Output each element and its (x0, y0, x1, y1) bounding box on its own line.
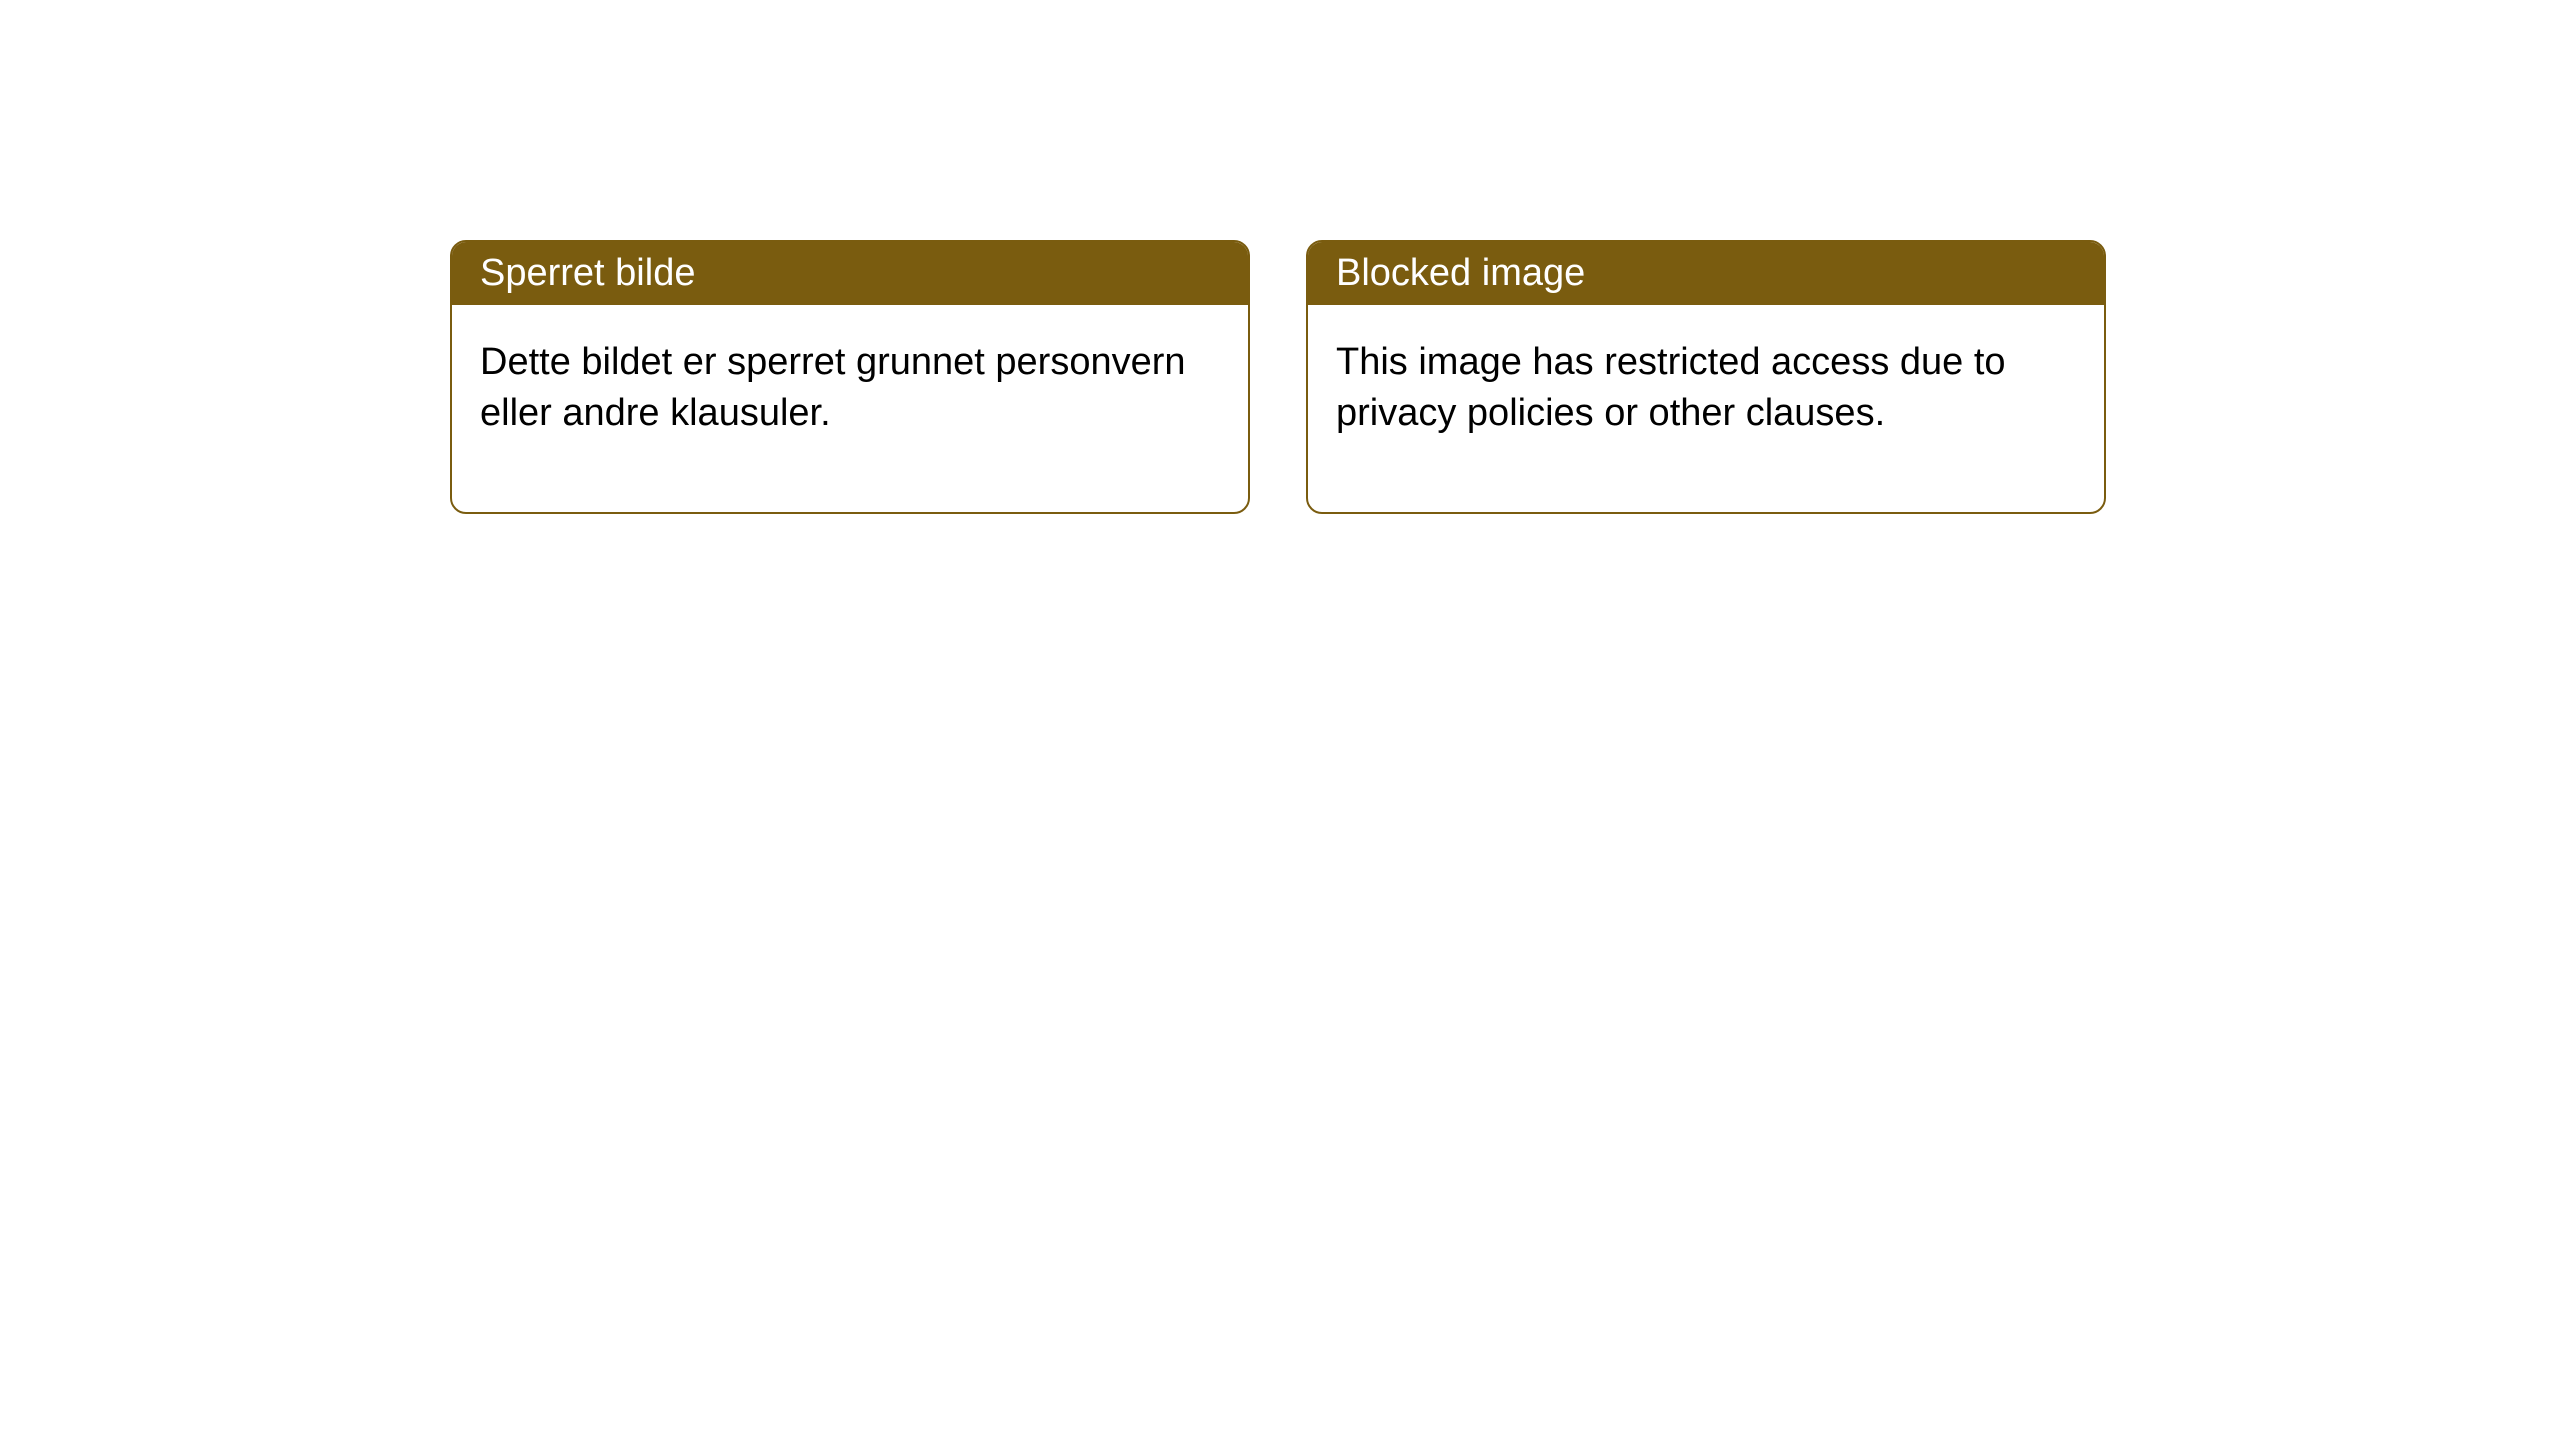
notice-card-no: Sperret bilde Dette bildet er sperret gr… (450, 240, 1250, 514)
notice-text-no: Dette bildet er sperret grunnet personve… (480, 341, 1186, 434)
notice-text-en: This image has restricted access due to … (1336, 341, 2006, 434)
notice-card-en: Blocked image This image has restricted … (1306, 240, 2106, 514)
notice-title-no: Sperret bilde (480, 252, 695, 294)
notice-body-no: Dette bildet er sperret grunnet personve… (452, 305, 1248, 512)
notice-body-en: This image has restricted access due to … (1308, 305, 2104, 512)
notice-header-no: Sperret bilde (452, 242, 1248, 305)
notice-container: Sperret bilde Dette bildet er sperret gr… (450, 240, 2106, 514)
notice-title-en: Blocked image (1336, 252, 1585, 294)
notice-header-en: Blocked image (1308, 242, 2104, 305)
